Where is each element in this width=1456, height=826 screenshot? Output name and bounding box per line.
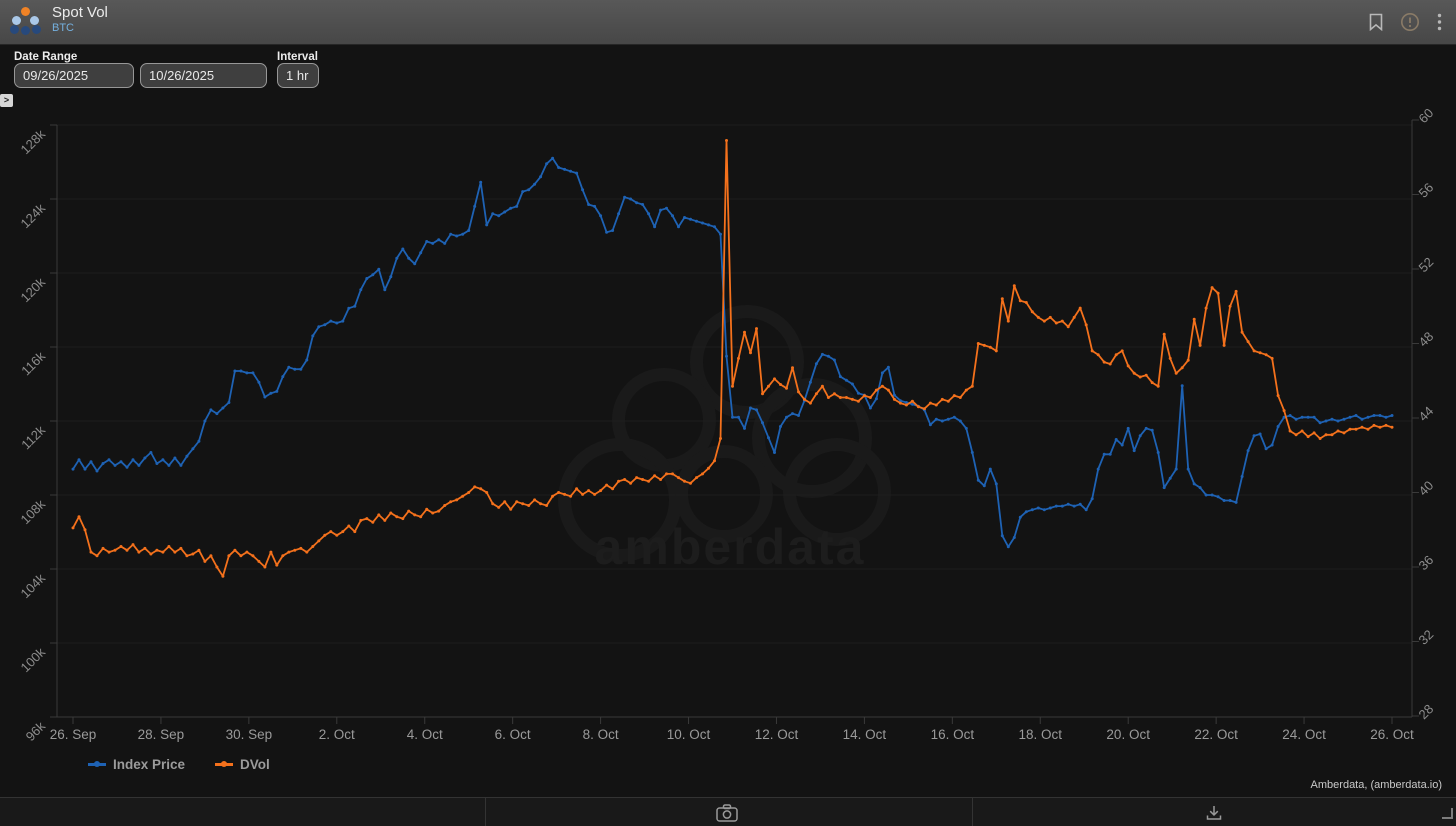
x-tick-label: 26. Sep: [50, 727, 97, 742]
instrument-label: BTC: [52, 22, 74, 34]
x-tick-label: 22. Oct: [1194, 727, 1238, 742]
y-right-tick-label: 44: [1416, 403, 1437, 424]
interval-label: Interval: [277, 51, 318, 63]
y-left-tick-label: 100k: [18, 644, 49, 675]
info-icon[interactable]: [1400, 12, 1420, 32]
legend-item-index-price[interactable]: Index Price: [88, 757, 185, 772]
legend: Index Price DVol: [88, 757, 270, 772]
x-tick-label: 16. Oct: [931, 727, 975, 742]
bottom-toolbar: [0, 797, 1456, 826]
x-tick-label: 30. Sep: [226, 727, 273, 742]
legend-item-dvol[interactable]: DVol: [215, 757, 270, 772]
date-to-input[interactable]: 10/26/2025: [140, 63, 267, 88]
resize-handle-icon[interactable]: [1442, 808, 1453, 819]
attribution-text: Amberdata, (amberdata.io): [1310, 779, 1442, 791]
y-right-tick-label: 40: [1416, 478, 1437, 499]
x-tick-label: 26. Oct: [1370, 727, 1414, 742]
x-tick-label: 10. Oct: [667, 727, 711, 742]
y-left-tick-label: 96k: [23, 718, 49, 744]
x-tick-label: 6. Oct: [495, 727, 531, 742]
y-left-tick-label: 104k: [18, 570, 49, 601]
dvol-marker-icon: [215, 761, 234, 768]
app-header: Spot Vol BTC: [0, 0, 1456, 45]
y-right-tick-label: 52: [1416, 254, 1437, 275]
logo-dot: [30, 16, 39, 25]
index-price-marker-icon: [88, 761, 106, 768]
y-right-tick-label: 60: [1416, 105, 1437, 126]
y-right-tick-label: 36: [1416, 552, 1437, 573]
expand-panel-button[interactable]: >: [0, 94, 13, 107]
date-range-label: Date Range: [14, 51, 78, 63]
logo-dot: [12, 16, 21, 25]
y-right-tick-label: 48: [1416, 329, 1437, 350]
y-left-tick-label: 124k: [18, 200, 49, 231]
toolbar-divider: [972, 798, 973, 826]
watermark: amberdata: [540, 290, 920, 580]
x-tick-label: 18. Oct: [1019, 727, 1063, 742]
x-tick-label: 8. Oct: [583, 727, 619, 742]
x-tick-label: 14. Oct: [843, 727, 887, 742]
x-tick-label: 12. Oct: [755, 727, 799, 742]
logo-dot: [21, 26, 30, 35]
logo-dot: [32, 25, 41, 34]
x-tick-label: 4. Oct: [407, 727, 443, 742]
y-left-tick-label: 116k: [18, 348, 48, 378]
logo-dot: [21, 7, 30, 16]
watermark-text: amberdata: [594, 519, 866, 575]
x-tick-label: 20. Oct: [1106, 727, 1150, 742]
download-icon[interactable]: [1194, 798, 1234, 826]
logo-dot: [10, 25, 19, 34]
interval-input[interactable]: 1 hr: [277, 63, 319, 88]
y-left-tick-label: 108k: [18, 496, 49, 527]
y-right-tick-label: 28: [1416, 701, 1437, 722]
camera-icon[interactable]: [707, 798, 747, 826]
bookmark-icon[interactable]: [1369, 13, 1383, 31]
legend-label: DVol: [240, 757, 270, 772]
y-right-tick-label: 32: [1416, 627, 1437, 648]
y-left-tick-label: 112k: [18, 422, 48, 452]
controls-bar: Date Range 09/26/2025 10/26/2025 Interva…: [0, 44, 1456, 94]
kebab-menu-icon[interactable]: [1437, 13, 1442, 31]
toolbar-divider: [485, 798, 486, 826]
y-right-tick-label: 56: [1416, 180, 1437, 201]
x-tick-label: 24. Oct: [1282, 727, 1326, 742]
legend-label: Index Price: [113, 757, 186, 772]
x-tick-label: 2. Oct: [319, 727, 355, 742]
amberdata-logo: [10, 7, 42, 37]
y-left-tick-label: 120k: [18, 274, 49, 305]
x-tick-label: 28. Sep: [138, 727, 185, 742]
y-left-tick-label: 128k: [18, 126, 49, 157]
date-from-input[interactable]: 09/26/2025: [14, 63, 134, 88]
page-title: Spot Vol: [52, 4, 108, 21]
